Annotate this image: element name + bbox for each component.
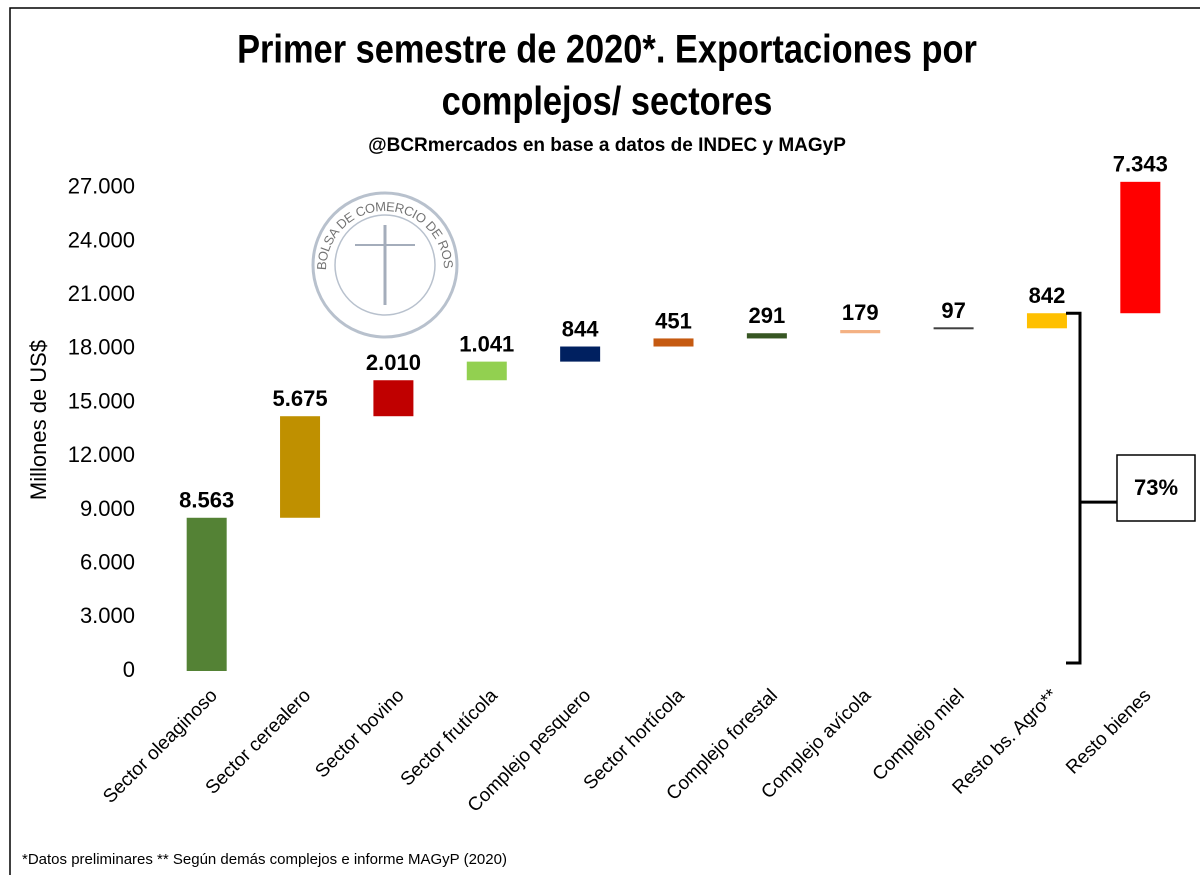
x-tick-label: Sector frutícola [397, 685, 503, 791]
y-tick-label: 15.000 [68, 388, 135, 413]
y-tick-label: 21.000 [68, 281, 135, 306]
chart-subtitle: @BCRmercados en base a datos de INDEC y … [368, 135, 846, 156]
bar [280, 416, 321, 518]
y-tick-label: 6.000 [80, 549, 135, 574]
bar [1026, 313, 1067, 329]
annotation: 73% [1134, 475, 1178, 500]
y-tick-label: 0 [123, 657, 135, 682]
value-label: 179 [842, 300, 879, 325]
bar [1120, 181, 1161, 314]
y-tick-label: 9.000 [80, 496, 135, 521]
logo-ring [334, 214, 436, 316]
x-tick-label: Resto bienes [1062, 685, 1155, 778]
footnote: *Datos preliminares ** Según demás compl… [22, 851, 507, 868]
logo-ring [311, 191, 459, 339]
value-label: 844 [562, 316, 599, 341]
x-tick-label: Sector oleaginoso [99, 685, 221, 807]
value-label: 291 [749, 303, 786, 328]
x-tick-label: Sector bovino [311, 685, 408, 782]
bar [466, 361, 507, 381]
chart-title: complejos/ sectores [442, 78, 773, 123]
x-tick-label: Sector hortícola [580, 685, 689, 794]
bar [933, 327, 974, 330]
y-tick-label: 27.000 [68, 174, 135, 199]
value-label: 1.041 [459, 331, 514, 356]
bracket [1066, 311, 1117, 665]
value-label: 5.675 [273, 386, 328, 411]
y-tick-label: 24.000 [68, 227, 135, 252]
chart-title: Primer semestre de 2020*. Exportaciones … [237, 26, 977, 71]
value-label: 7.343 [1113, 152, 1168, 177]
y-tick-label: 3.000 [80, 603, 135, 628]
bar [186, 517, 227, 671]
value-label: 2.010 [366, 350, 421, 375]
frame [9, 7, 1200, 875]
x-tick-label: Complejo miel [869, 685, 969, 785]
y-tick-label: 18.000 [68, 335, 135, 360]
bar [840, 330, 881, 334]
value-label: 8.563 [179, 488, 234, 513]
bar [560, 346, 601, 362]
value-label: 451 [655, 308, 692, 333]
bar [373, 380, 414, 417]
value-label: 97 [941, 298, 965, 323]
annotation-box [1116, 454, 1196, 522]
bar [746, 333, 787, 339]
bar [653, 338, 694, 347]
y-tick-label: 12.000 [68, 442, 135, 467]
value-label: 842 [1029, 283, 1066, 308]
y-axis-label: Millones de US$ [26, 340, 51, 500]
